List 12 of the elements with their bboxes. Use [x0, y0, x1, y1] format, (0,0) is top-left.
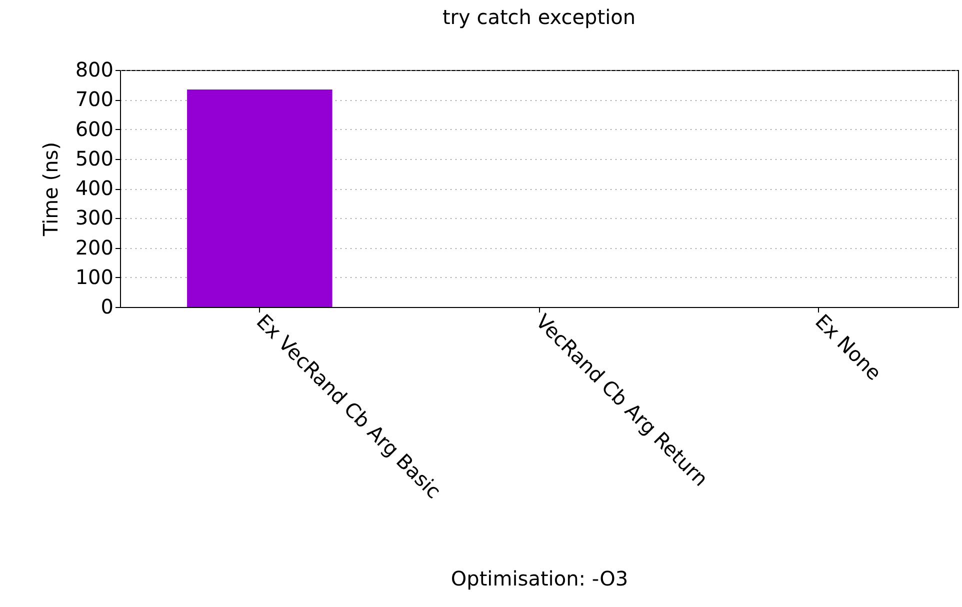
y-tick-label: 700 — [75, 87, 114, 112]
x-axis-title: Optimisation: -O3 — [450, 566, 628, 590]
y-tick-label: 200 — [75, 235, 114, 260]
y-tick-label: 500 — [75, 146, 114, 170]
chart-title: try catch exception — [442, 5, 636, 29]
y-tick-label: 300 — [75, 206, 114, 230]
y-tick-label: 100 — [75, 264, 114, 289]
y-axis-title: Time (ns) — [38, 142, 62, 238]
y-tick-label: 600 — [75, 116, 114, 141]
y-tick-label: 400 — [75, 176, 114, 200]
y-tick-label: 0 — [100, 294, 114, 318]
y-tick-label: 800 — [75, 58, 114, 82]
